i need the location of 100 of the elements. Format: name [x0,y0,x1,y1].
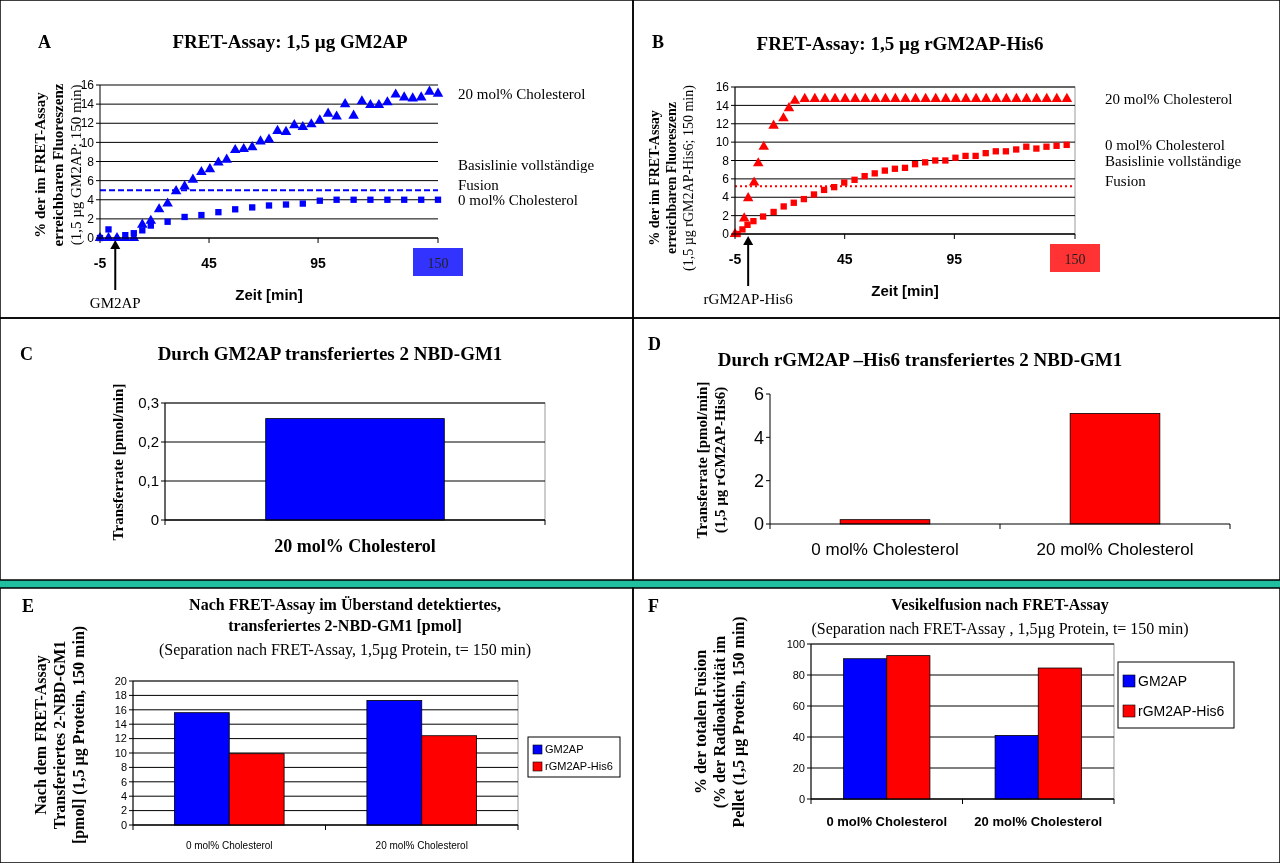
chart-title: FRET-Assay: 1,5 µg rGM2AP-His6 [756,33,1044,54]
point [1011,92,1022,102]
point [920,92,931,102]
x-axis-title: Zeit [min] [871,282,939,299]
point [187,173,199,183]
y-tick-label: 8 [120,761,127,774]
point [246,141,258,151]
point [272,124,283,134]
y-tick-label: 4 [87,192,95,207]
point [841,179,848,186]
text: B [652,32,665,52]
point [181,213,188,221]
point [851,176,858,183]
point [768,119,779,129]
point [249,204,256,211]
point [255,135,266,145]
point [800,195,808,203]
y-tick-label: 6 [722,172,730,187]
point [418,196,425,203]
x-tick-label: 150 [1064,252,1086,267]
point [982,149,989,157]
y-tick-label: 16 [114,703,127,716]
annotation: GM2AP [89,295,141,311]
point [744,221,751,228]
point [738,212,750,222]
y-axis-title: Transferrate [pmol/min] [110,383,126,541]
text: E [22,596,35,616]
x-tick-label: 45 [836,251,853,267]
point [331,110,342,120]
point [972,152,979,160]
y-tick-label: 8 [87,154,95,169]
point [830,183,838,191]
y-tick-label: 0,1 [138,472,159,490]
point [282,201,290,208]
point [432,87,444,97]
point [930,92,941,102]
point [229,143,241,154]
text: C [20,344,33,364]
point [960,92,972,102]
point [910,92,921,102]
y-axis-title: % der im FRET-Assay erreichbaren Fluoreszenz (1,5 µg rGM2AP-His6; 150 min) [647,84,697,271]
y-axis-title: Nach dem FRET-Assay Transferiertes 2-NBD-GM1 [pmol] (1,5 µg Protein, 150 min) [32,625,88,845]
point [992,148,999,155]
point [860,92,871,102]
chart-title: FRET-Assay: 1,5 µg GM2AP [172,31,408,52]
point [829,92,841,102]
point [952,154,959,161]
point [861,172,868,180]
x-tick-label: 20 mol% Cholesterol [1036,540,1194,559]
point [1041,92,1052,102]
point [105,226,112,233]
point [810,191,818,198]
y-tick-label: 0 [722,227,730,242]
x-tick-label: -5 [93,255,107,271]
point [870,92,881,102]
point [198,211,205,219]
point [221,153,232,163]
y-tick-label: 100 [786,637,805,650]
point [415,91,427,101]
point [348,109,359,119]
point [265,202,273,209]
y-tick-label: 20 [792,761,805,774]
point [1051,92,1063,102]
point [333,196,340,203]
y-tick-label: 40 [792,730,805,743]
point [314,114,326,124]
text: 20 mol% Cholesterol [1105,90,1233,107]
annotation: rGM2AP-His6 [703,291,794,307]
point [770,208,777,216]
y-tick-label: 0,3 [138,394,159,412]
y-tick-label: 6 [120,775,127,788]
point [871,170,878,177]
point [390,88,401,98]
point [401,196,408,203]
point [789,94,801,104]
point [739,226,746,233]
y-tick-label: 4 [722,190,730,205]
legend-label: rGM2AP-His6 [545,760,613,773]
point [139,227,146,234]
y-tick-label: 2 [87,212,95,227]
point [891,165,899,172]
y-tick-label: 10 [715,135,730,150]
y-tick-label: 4 [753,427,764,448]
point [748,176,760,186]
point [130,230,137,237]
point [162,197,173,207]
y-tick-label: 2 [120,804,127,817]
point [137,218,148,228]
point [940,92,952,102]
point [232,206,239,213]
y-tick-label: 6 [87,173,95,188]
y-tick-label: 0,2 [138,433,159,451]
x-tick-label: -5 [728,251,742,267]
chart-title: Durch rGM2AP –His6 transferiertes 2 NBD-GM1 [717,349,1123,370]
point [339,98,351,108]
point [849,92,861,102]
point [263,133,275,143]
y-tick-label: 2 [722,208,730,223]
point [790,199,797,206]
point [799,92,811,102]
